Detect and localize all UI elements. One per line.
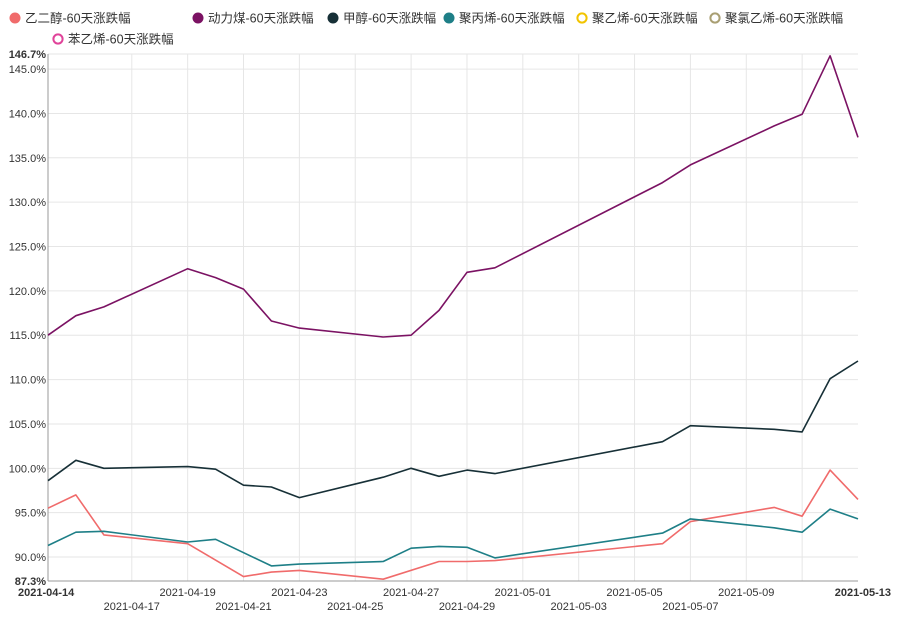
y-tick-label: 90.0% — [15, 552, 46, 564]
legend-label: 动力煤-60天涨跌幅 — [208, 11, 314, 26]
y-axis-ticks: 87.3% 90.0% 95.0% 100.0% 105.0% 110.0% 115.0% 1… — [9, 49, 47, 588]
legend-label: 聚氯乙烯-60天涨跌幅 — [725, 11, 843, 26]
legend-item-5[interactable]: 聚氯乙烯-60天涨跌幅 — [709, 11, 843, 26]
series-lines — [47, 55, 859, 580]
y-tick-label: 125.0% — [9, 242, 47, 254]
legend-marker-icon — [576, 12, 588, 24]
y-tick-label: 130.0% — [9, 197, 47, 209]
series-line-2 — [47, 360, 859, 499]
y-tick-label: 110.0% — [10, 375, 47, 387]
legend-item-6[interactable]: 苯乙烯-60天涨跌幅 — [52, 32, 174, 47]
legend-item-2[interactable]: 甲醇-60天涨跌幅 — [327, 11, 437, 26]
y-tick-label: 115.0% — [10, 330, 47, 342]
legend[interactable]: 乙二醇-60天涨跌幅 动力煤-60天涨跌幅 甲醇-60天涨跌幅 聚丙烯-60天涨跌幅 聚… — [9, 11, 844, 47]
y-tick-label: 87.3% — [15, 576, 46, 588]
legend-label: 聚丙烯-60天涨跌幅 — [459, 11, 565, 26]
axes — [47, 54, 858, 582]
y-tick-label: 105.0% — [9, 419, 47, 431]
y-tick-label: 140.0% — [9, 108, 47, 120]
x-tick-label: 2021-05-13 — [835, 587, 891, 599]
legend-marker-icon — [9, 12, 21, 24]
x-tick-label: 2021-04-25 — [327, 601, 383, 613]
y-tick-label: 95.0% — [15, 508, 46, 520]
x-tick-label: 2021-05-01 — [495, 587, 551, 599]
x-tick-label: 2021-04-14 — [18, 587, 75, 599]
x-tick-label: 2021-04-23 — [271, 587, 327, 599]
y-tick-label: 145.0% — [9, 64, 47, 76]
series-line-3 — [47, 508, 859, 567]
legend-marker-icon — [192, 12, 204, 24]
x-tick-label: 2021-05-03 — [551, 601, 607, 613]
legend-item-1[interactable]: 动力煤-60天涨跌幅 — [192, 11, 314, 26]
x-tick-label: 2021-04-17 — [104, 601, 160, 613]
y-tick-label: 100.0% — [9, 463, 47, 475]
y-tick-label: 146.7% — [9, 49, 47, 61]
legend-label: 甲醇-60天涨跌幅 — [343, 11, 436, 26]
x-tick-label: 2021-05-09 — [718, 587, 774, 599]
legend-label: 苯乙烯-60天涨跌幅 — [68, 32, 174, 47]
x-tick-label: 2021-04-19 — [160, 587, 216, 599]
x-tick-label: 2021-04-29 — [439, 601, 495, 613]
legend-item-0[interactable]: 乙二醇-60天涨跌幅 — [9, 11, 131, 26]
y-tick-label: 135.0% — [9, 153, 47, 165]
grid — [48, 53, 858, 581]
x-tick-label: 2021-04-21 — [215, 601, 271, 613]
x-tick-label: 2021-05-07 — [662, 601, 718, 613]
x-tick-label: 2021-05-05 — [606, 587, 662, 599]
series-line-1 — [47, 55, 859, 338]
y-tick-label: 120.0% — [9, 286, 47, 298]
legend-marker-icon — [52, 33, 64, 45]
legend-item-4[interactable]: 聚乙烯-60天涨跌幅 — [576, 11, 698, 26]
legend-marker-icon — [709, 12, 721, 24]
legend-marker-icon — [443, 12, 455, 24]
x-tick-label: 2021-04-27 — [383, 587, 439, 599]
legend-label: 乙二醇-60天涨跌幅 — [25, 11, 131, 26]
legend-label: 聚乙烯-60天涨跌幅 — [592, 11, 698, 26]
series-line-0 — [47, 469, 859, 580]
legend-marker-icon — [327, 12, 339, 24]
legend-item-3[interactable]: 聚丙烯-60天涨跌幅 — [443, 11, 565, 26]
